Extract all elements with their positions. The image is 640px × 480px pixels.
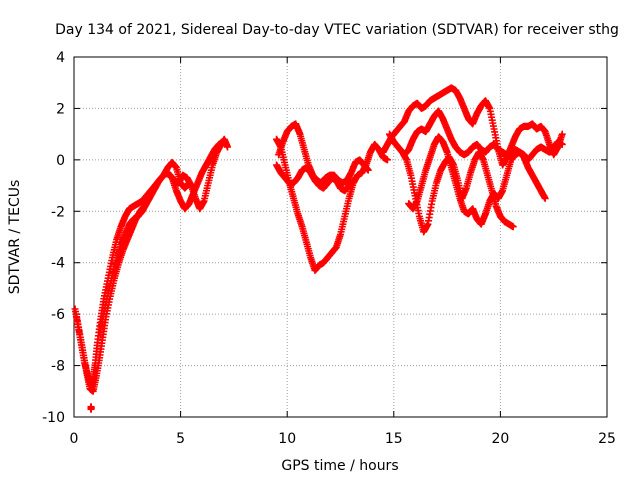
y-tick-label: 2 — [56, 101, 65, 117]
x-tick-label: 0 — [70, 431, 79, 447]
y-tick-label: 4 — [56, 50, 65, 66]
axis-ticks — [73, 56, 608, 418]
data-points — [71, 84, 566, 413]
x-axis-title: GPS time / hours — [281, 458, 398, 474]
x-tick-label: 15 — [385, 431, 403, 447]
chart-title: Day 134 of 2021, Sidereal Day-to-day VTE… — [55, 22, 619, 38]
x-tick-label: 5 — [176, 431, 185, 447]
data-point — [383, 156, 391, 164]
y-tick-label: -4 — [51, 256, 65, 272]
data-point — [558, 130, 566, 138]
x-tick-label: 20 — [491, 431, 509, 447]
data-point — [219, 138, 227, 146]
y-tick-label: 0 — [56, 153, 65, 169]
plot-frame — [73, 56, 608, 418]
y-tick-label: -10 — [42, 410, 65, 426]
data-point — [87, 405, 95, 413]
y-tick-label: -2 — [51, 204, 65, 220]
y-tick-label: -6 — [51, 307, 65, 323]
data-point — [364, 166, 372, 174]
series-rec11 — [400, 107, 566, 164]
data-point — [224, 143, 232, 151]
series-rec4 — [87, 403, 95, 413]
y-tick-label: -8 — [51, 359, 65, 375]
data-point — [509, 223, 517, 231]
y-axis-title: SDTVAR / TECUs — [7, 180, 23, 295]
series-rec3 — [96, 138, 227, 336]
x-tick-label: 10 — [278, 431, 296, 447]
series-rec7 — [273, 161, 357, 195]
data-point — [541, 194, 549, 202]
data-point — [349, 176, 357, 184]
data-point — [558, 140, 566, 148]
axis-tick-labels: 0 5 10 15 20 25 -10 -8 -6 -4 -2 0 2 4 — [42, 50, 616, 447]
x-tick-label: 25 — [598, 431, 616, 447]
grid-lines — [74, 57, 607, 417]
